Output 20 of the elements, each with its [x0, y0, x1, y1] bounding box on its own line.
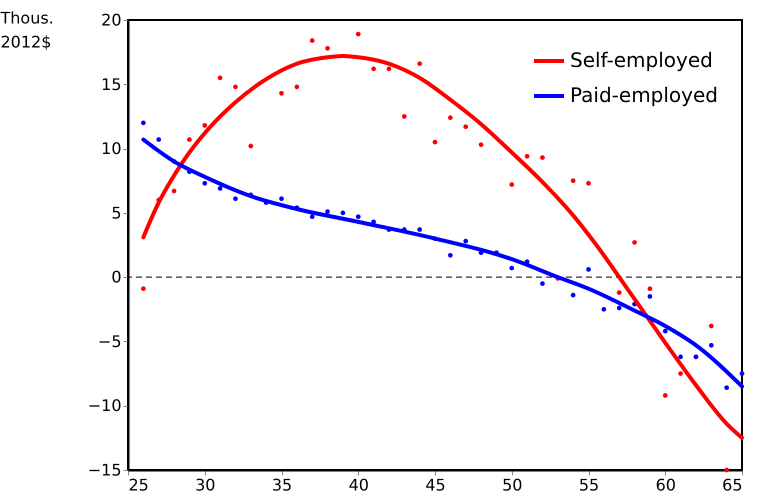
x-tick-label: 55 — [578, 476, 600, 494]
x-tick-label: 35 — [272, 476, 292, 494]
x-tick-label: 60 — [656, 476, 676, 494]
y-tick-label: 0 — [111, 268, 122, 287]
x-tick-label: 30 — [195, 476, 216, 494]
y-tick-label: 5 — [111, 203, 122, 222]
x-tick-label: 65 — [722, 476, 742, 494]
y-tick-label: −5 — [98, 332, 122, 351]
x-tick-label: 40 — [348, 476, 369, 494]
legend-label: Paid-employed — [570, 83, 718, 107]
x-tick-label: 45 — [425, 476, 446, 494]
y-tick-label: 15 — [101, 74, 122, 94]
x-tick-label: 25 — [128, 476, 149, 494]
y-tick-label: −10 — [88, 396, 122, 416]
x-tick-label: 50 — [502, 476, 522, 494]
y-axis-title: Thous. 2012$ — [0, 8, 54, 52]
y-tick-label: 20 — [101, 10, 122, 30]
y-tick-label: 10 — [101, 139, 122, 158]
y-tick-label: −15 — [88, 460, 122, 480]
legend-label: Self-employed — [570, 48, 713, 72]
